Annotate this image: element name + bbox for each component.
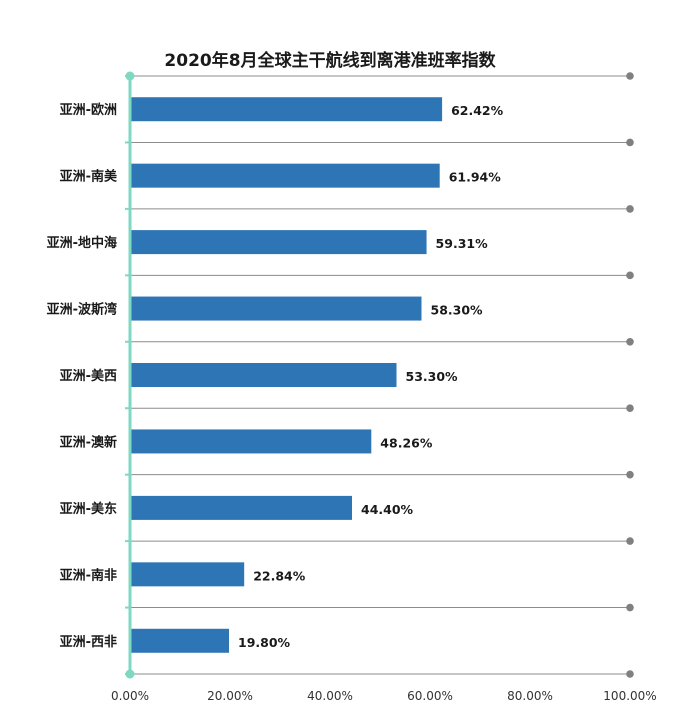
separator-end-dot [626, 271, 634, 280]
category-label: 亚洲-美西 [60, 368, 117, 384]
data-label: 58.30% [431, 303, 484, 318]
data-label: 44.40% [361, 502, 414, 517]
category-label: 亚洲-南非 [60, 567, 117, 583]
bar-5 [130, 363, 397, 387]
data-label: 59.31% [436, 236, 489, 251]
x-tick-label: 60.00% [407, 689, 453, 703]
separator-end-dot [626, 72, 634, 80]
data-label: 48.26% [380, 435, 433, 450]
data-label: 53.30% [406, 369, 459, 384]
x-tick-label: 40.00% [307, 689, 353, 703]
bar-9 [130, 628, 229, 653]
data-label: 22.84% [253, 568, 306, 583]
separator-end-dot [626, 138, 634, 147]
separator-end-dot [626, 603, 634, 612]
row-separators [130, 72, 634, 678]
bar-2 [130, 163, 440, 188]
separator-end-dot [626, 670, 634, 678]
separator-end-dot [626, 537, 634, 545]
x-tick-label: 0.00% [111, 689, 149, 703]
chart-title: 2020年8月全球主干航线到离港准班率指数 [164, 50, 496, 71]
category-label: 亚洲-欧洲 [60, 102, 117, 118]
category-label: 亚洲-西非 [60, 634, 117, 650]
data-labels: 62.42% 61.94% 59.31% 58.30% 53.30% 48.26% 44.4… [238, 103, 504, 650]
category-label: 亚洲-地中海 [47, 235, 117, 251]
separator-end-dot [626, 205, 634, 213]
x-tick-label: 100.00% [603, 689, 656, 703]
category-labels: 亚洲-欧洲亚洲-南美亚洲-地中海亚洲-波斯湾亚洲-美西亚洲-澳新亚洲-美东亚洲-… [47, 102, 118, 650]
data-label: 19.80% [238, 635, 291, 650]
separator-end-dot [626, 470, 634, 479]
bar-8 [130, 562, 245, 587]
bar-7 [130, 495, 352, 520]
x-tick-label: 80.00% [507, 689, 553, 703]
bars-group [130, 97, 443, 653]
separator-end-dot [626, 337, 634, 346]
bar-3 [130, 230, 427, 255]
axis-top-dot [125, 71, 135, 81]
bar-1 [130, 97, 443, 122]
bar-6 [130, 429, 372, 454]
category-label: 亚洲-南美 [60, 169, 118, 185]
y-axis [125, 71, 135, 679]
separator-end-dot [626, 404, 634, 413]
category-label: 亚洲-澳新 [60, 434, 117, 450]
x-axis-ticks: 0.00% 20.00% 40.00% 60.00% 80.00% 100.00% [111, 689, 657, 703]
category-label: 亚洲-波斯湾 [47, 302, 117, 318]
data-label: 62.42% [451, 103, 504, 118]
data-label: 61.94% [449, 170, 502, 185]
axis-bottom-dot [125, 669, 135, 679]
category-label: 亚洲-美东 [60, 501, 117, 517]
bar-4 [130, 296, 422, 321]
x-tick-label: 20.00% [207, 689, 253, 703]
